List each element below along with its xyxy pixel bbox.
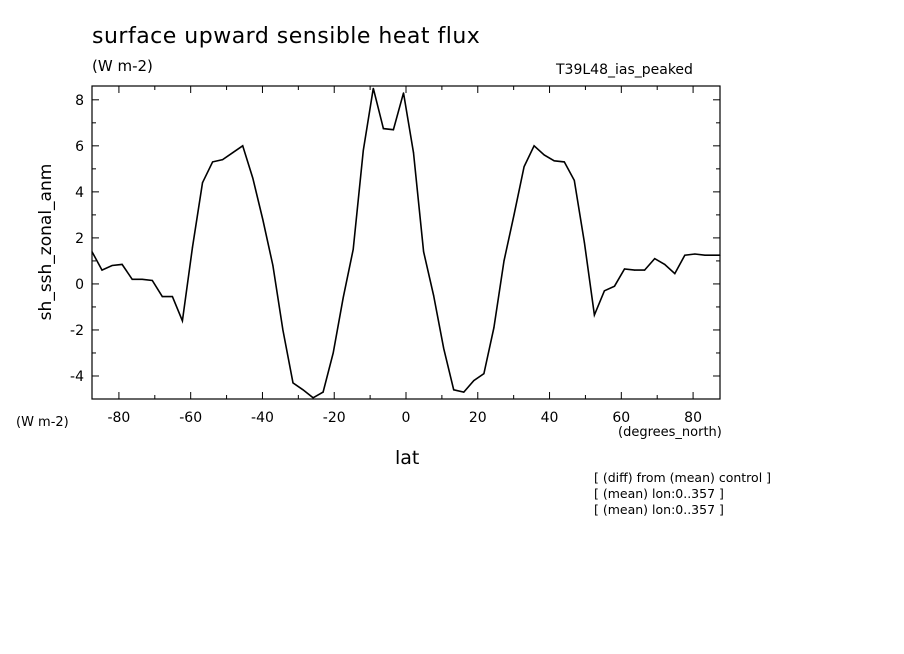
data-point xyxy=(704,254,706,256)
data-point xyxy=(603,290,606,292)
data-point xyxy=(392,129,395,131)
data-point xyxy=(121,263,123,265)
chart-units: (W m-2) xyxy=(92,57,153,75)
data-point xyxy=(302,389,304,391)
x-tick-label: -40 xyxy=(251,410,274,426)
data-point xyxy=(422,251,425,253)
data-point xyxy=(412,152,415,154)
note-line-1: [ (diff) from (mean) control ] xyxy=(594,470,772,485)
data-point xyxy=(623,268,626,270)
data-point xyxy=(171,295,173,298)
data-point xyxy=(382,127,384,130)
x-tick-label: 20 xyxy=(469,410,487,426)
y-tick-label: 0 xyxy=(75,277,84,293)
data-point xyxy=(573,179,575,181)
data-point xyxy=(463,391,465,393)
data-point xyxy=(433,294,435,297)
x-axis-label: lat xyxy=(395,447,420,469)
data-point xyxy=(372,87,374,89)
chart-title: surface upward sensible heat flux xyxy=(92,24,481,49)
data-point xyxy=(262,218,264,221)
data-point xyxy=(674,272,676,275)
x-tick-label: -60 xyxy=(179,410,202,426)
data-point xyxy=(483,373,485,375)
data-point xyxy=(292,382,294,384)
note-line-2: [ (mean) lon:0..357 ] xyxy=(594,486,724,501)
data-point xyxy=(664,263,666,265)
y-axis-units: (W m-2) xyxy=(16,415,69,430)
data-point xyxy=(513,214,515,216)
series-points xyxy=(91,87,721,399)
data-point xyxy=(131,278,133,280)
data-point xyxy=(493,327,495,329)
data-point xyxy=(332,352,334,354)
data-point xyxy=(402,92,405,94)
data-point xyxy=(242,145,244,147)
data-point xyxy=(161,295,163,298)
data-point xyxy=(533,145,535,147)
data-point xyxy=(644,269,646,271)
data-point xyxy=(282,329,284,331)
y-tick-label: 8 xyxy=(75,93,84,109)
x-tick-label: 60 xyxy=(612,410,630,426)
data-point xyxy=(211,161,214,163)
data-point xyxy=(151,279,153,282)
data-point xyxy=(684,254,686,256)
data-point xyxy=(563,161,565,163)
data-point xyxy=(312,397,314,399)
y-tick-label: 6 xyxy=(75,139,84,155)
data-point xyxy=(342,297,344,299)
data-point xyxy=(201,182,204,184)
data-point xyxy=(473,379,475,382)
data-point xyxy=(191,246,194,248)
data-point xyxy=(272,264,274,267)
data-point xyxy=(523,165,525,168)
note-line-3: [ (mean) lon:0..357 ] xyxy=(594,502,724,517)
data-point xyxy=(352,248,354,251)
data-point xyxy=(553,160,555,162)
data-point xyxy=(503,260,505,262)
data-point xyxy=(633,269,636,271)
x-tick-label: -80 xyxy=(107,410,130,426)
data-point xyxy=(91,251,93,253)
y-tick-label: 2 xyxy=(75,231,84,247)
plot-frame xyxy=(91,85,721,400)
data-point xyxy=(583,241,585,244)
y-tick-label: -4 xyxy=(70,369,84,385)
series-line xyxy=(91,88,720,399)
data-point xyxy=(322,391,324,393)
data-point xyxy=(543,154,545,156)
x-axis-units: (degrees_north) xyxy=(618,425,722,440)
data-point xyxy=(719,254,721,256)
data-point xyxy=(443,347,445,349)
data-point xyxy=(181,320,184,322)
data-point xyxy=(232,152,234,154)
x-tick-label: 40 xyxy=(541,410,559,426)
data-point xyxy=(654,258,656,260)
experiment-label: T39L48_ias_peaked xyxy=(556,62,693,78)
data-point xyxy=(613,285,616,287)
x-tick-label: -20 xyxy=(323,410,346,426)
y-axis-label: sh_ssh_zonal_anm xyxy=(36,164,56,321)
y-tick-label: -2 xyxy=(70,323,84,339)
axis-ticks xyxy=(92,86,720,399)
data-point xyxy=(694,253,696,255)
data-point xyxy=(362,149,364,152)
x-tick-label: 0 xyxy=(402,410,411,426)
data-point xyxy=(252,177,254,179)
y-tick-label: 4 xyxy=(75,185,84,201)
data-point xyxy=(453,389,455,391)
data-point xyxy=(593,314,596,316)
data-point xyxy=(141,278,143,280)
data-point xyxy=(222,159,224,161)
data-point xyxy=(101,269,103,271)
data-point xyxy=(111,264,113,267)
data-point xyxy=(714,254,716,256)
x-tick-label: 80 xyxy=(684,410,702,426)
